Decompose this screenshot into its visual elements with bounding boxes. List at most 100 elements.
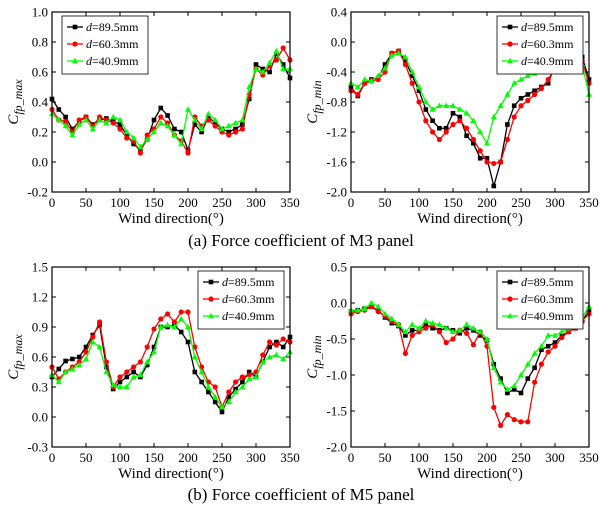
legend-item: d=89.5mm (67, 20, 139, 34)
data-point (158, 114, 164, 120)
data-point (361, 305, 368, 312)
x-tick-label: 350 (579, 450, 599, 465)
data-point (63, 114, 68, 120)
legend-marker (507, 279, 513, 285)
data-point (233, 126, 238, 132)
legend-label-value: =60.3mm (228, 292, 275, 306)
data-point (518, 103, 524, 109)
y-tick-label: -2.0 (326, 185, 347, 200)
data-point (524, 72, 531, 79)
series-d40_9 (348, 38, 592, 146)
data-point (409, 321, 416, 327)
data-point (450, 102, 456, 109)
legend-label-value: =60.3mm (527, 292, 574, 306)
data-point (137, 359, 143, 365)
y-tick-label: 0.5 (331, 260, 347, 275)
data-point (137, 150, 143, 156)
data-point (409, 68, 416, 75)
data-point (518, 371, 524, 378)
x-tick-label: 150 (144, 450, 164, 465)
legend-label-value: =89.5mm (92, 20, 139, 34)
chart-m3-min: 0 50 100 150 200 250 300 350 -2.0 -1.6 -1.2 -0.8 -0.… (305, 5, 599, 228)
data-point (131, 364, 137, 370)
data-point (518, 76, 524, 82)
data-point (70, 356, 75, 362)
data-point (388, 52, 395, 58)
data-point (518, 390, 524, 396)
x-tick-label: 300 (246, 195, 266, 210)
data-point (429, 106, 436, 112)
data-point (416, 99, 422, 105)
data-point (416, 83, 422, 90)
data-point (422, 317, 429, 324)
x-tick-label: 50 (379, 450, 392, 465)
data-point (131, 141, 136, 147)
data-point (130, 373, 137, 380)
data-point (423, 118, 429, 124)
data-point (157, 323, 164, 330)
data-point (545, 80, 551, 86)
data-point (267, 339, 273, 345)
data-point (538, 361, 545, 367)
data-point (274, 339, 279, 345)
legend-item: d=40.9mm (67, 54, 139, 68)
data-point (375, 72, 382, 79)
data-point (470, 136, 476, 143)
data-point (477, 155, 483, 161)
data-point (375, 309, 381, 315)
data-point (117, 126, 123, 132)
x-tick-label: 0 (348, 450, 355, 465)
data-point (409, 73, 415, 79)
legend-label-var: d (86, 20, 93, 34)
legend-item: d=40.9mm (203, 309, 275, 323)
data-point (375, 76, 381, 83)
data-point (525, 92, 531, 97)
legend-item: d=60.3mm (502, 292, 574, 306)
legend-marker (72, 41, 78, 47)
y-tick-label: -0.4 (326, 65, 347, 80)
data-point (354, 307, 361, 313)
data-point (450, 110, 456, 116)
data-point (130, 134, 137, 141)
data-point (185, 323, 191, 330)
data-point (280, 336, 286, 342)
data-point (212, 399, 218, 405)
chart-m3-max: 0 50 100 150 200 250 300 350 -0.2 0.0 0.2 0.4 0.6 0.8… (6, 5, 300, 228)
legend-item: d=60.3mm (67, 37, 139, 51)
data-point (491, 183, 497, 189)
data-point (470, 325, 477, 331)
data-point (90, 334, 96, 340)
legend-label-value: =40.9mm (228, 309, 275, 323)
x-tick-label: 50 (80, 450, 93, 465)
x-tick-label: 150 (144, 195, 164, 210)
data-point (274, 51, 279, 57)
legend-label: d=40.9mm (521, 309, 574, 323)
data-point (498, 422, 504, 428)
data-point (83, 349, 89, 355)
data-point (545, 332, 552, 338)
data-point (456, 327, 463, 333)
legend-marker (507, 41, 513, 47)
x-tick-label: 150 (443, 195, 463, 210)
data-point (403, 333, 408, 338)
data-point (518, 95, 524, 101)
data-point (402, 53, 409, 60)
data-point (416, 88, 422, 94)
legend-marker (72, 24, 78, 30)
legend-label-value: =40.9mm (92, 54, 139, 68)
legend-marker (507, 24, 513, 30)
data-point (191, 353, 198, 360)
data-point (185, 150, 191, 156)
data-point (504, 91, 511, 97)
data-point (246, 83, 253, 90)
data-point (532, 379, 538, 385)
data-point (219, 403, 225, 410)
data-point (138, 147, 143, 153)
data-point (151, 348, 157, 355)
y-axis-title-sub: fp_min (310, 335, 324, 368)
data-point (558, 328, 565, 335)
data-point (505, 390, 510, 396)
x-tick-label: 150 (443, 450, 463, 465)
